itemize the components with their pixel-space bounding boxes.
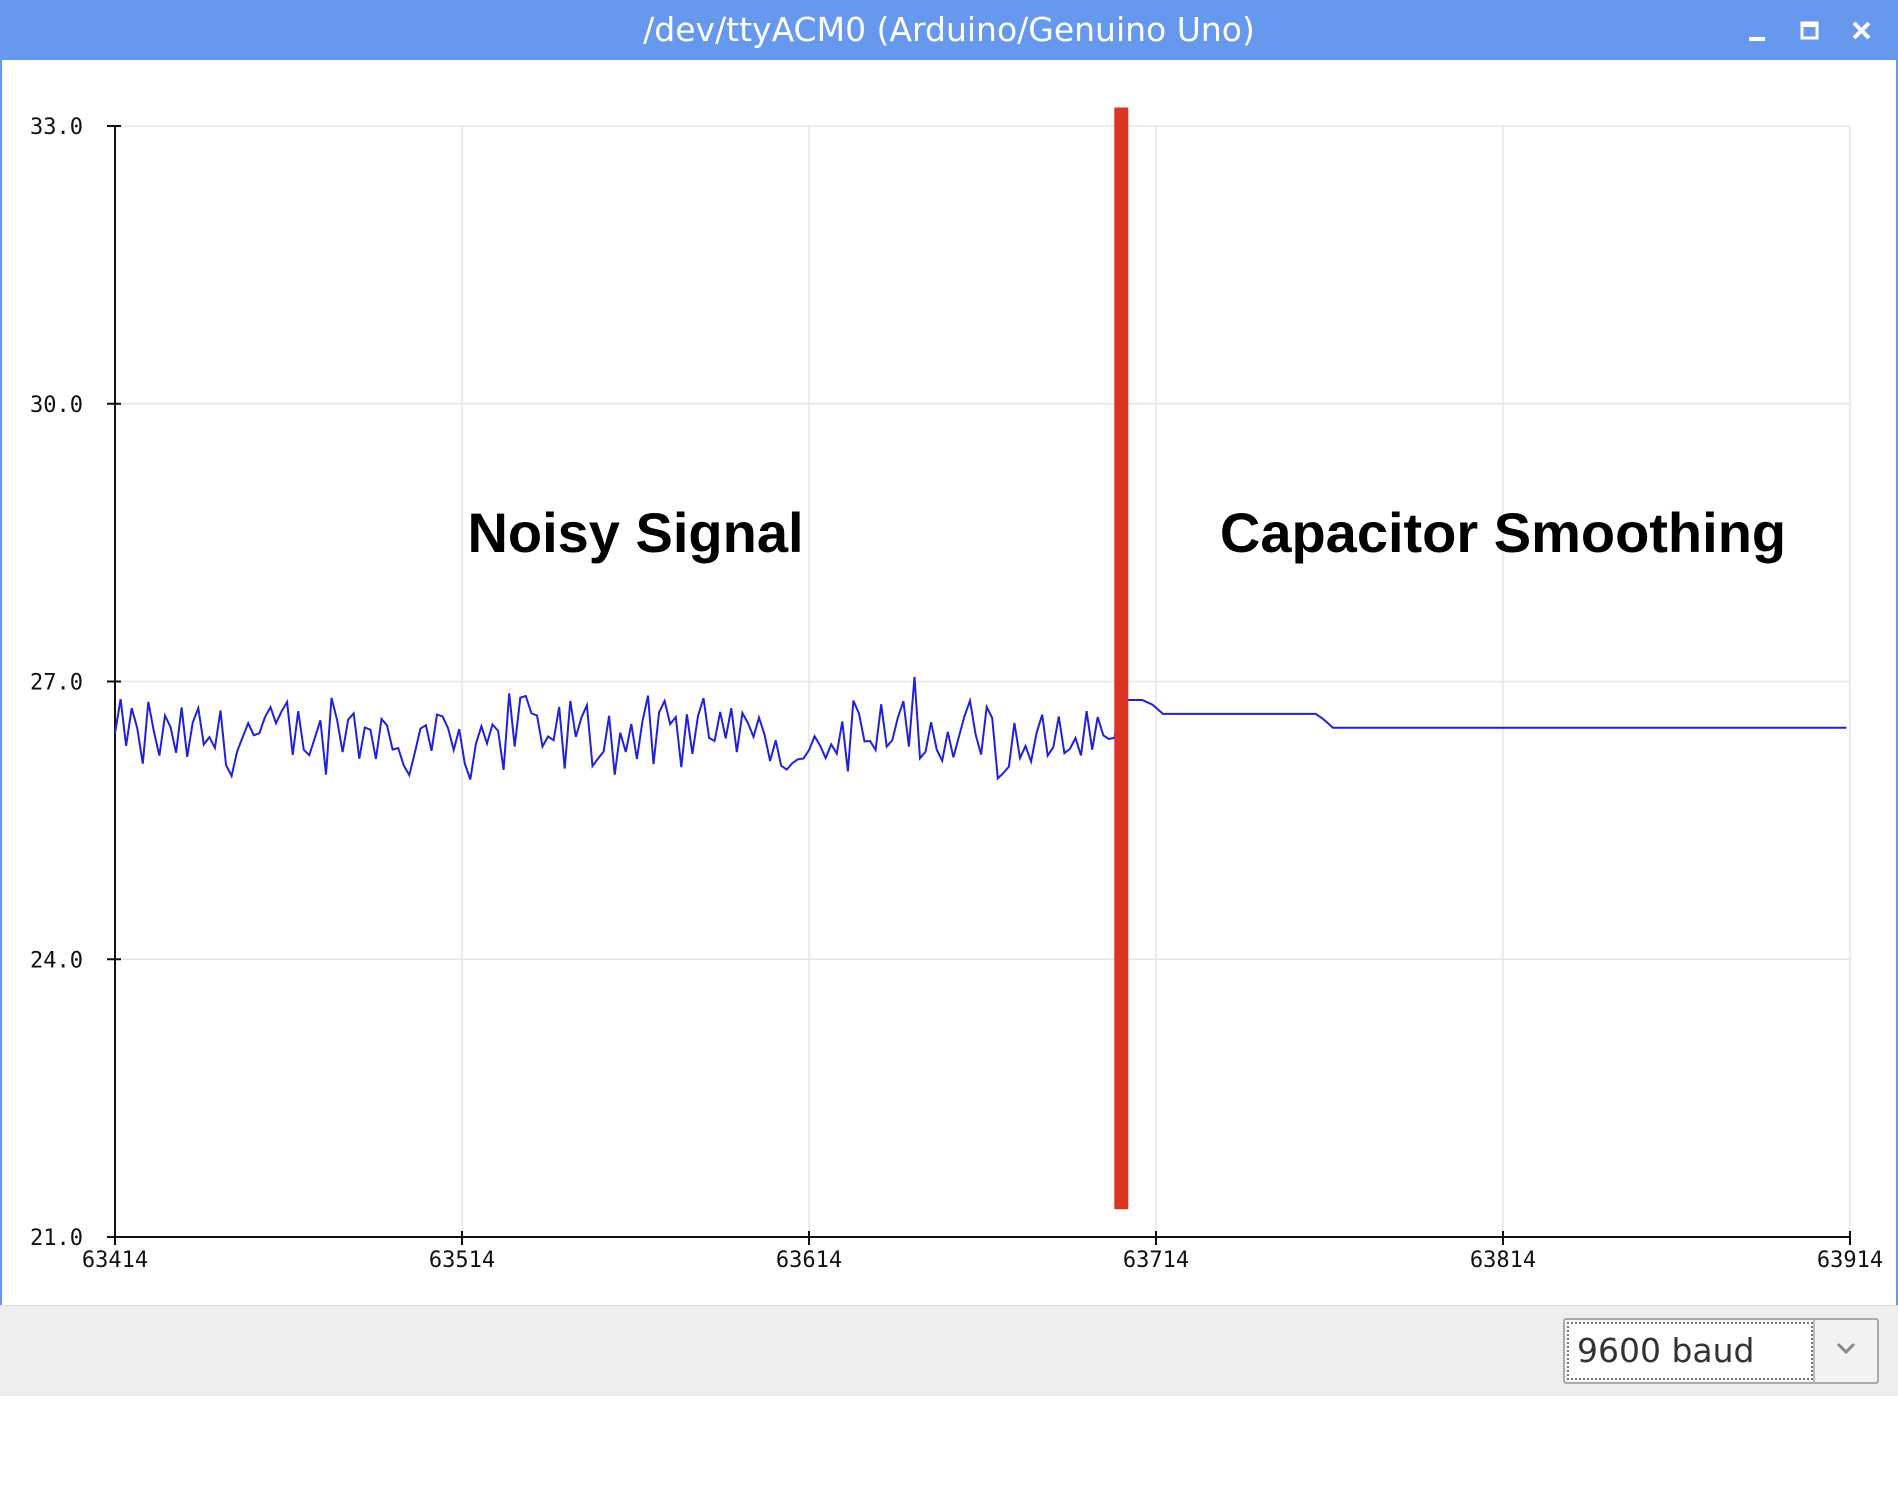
serial-plotter-window: /dev/ttyACM0 (Arduino/Genuino Uno) 33.0 3… [0,0,1898,1396]
close-icon[interactable] [1842,10,1882,50]
series-smooth-line [1121,699,1847,729]
annotation-0: Noisy Signal [467,501,803,564]
x-tick-label-3: 63714 [1123,1248,1189,1273]
x-tick-label-2: 63614 [776,1248,842,1273]
y-tick-label-4: 21.0 [30,1226,83,1251]
x-tick-label-5: 63914 [1817,1248,1883,1273]
chevron-down-icon[interactable] [1813,1320,1877,1382]
plot-area: 33.0 30.0 27.0 24.0 21.0 63414 63514 63614 63714… [2,60,1896,1305]
baud-rate-select[interactable]: 9600 baud [1563,1318,1879,1384]
x-tick-label-4: 63814 [1470,1248,1536,1273]
footer-bar: 9600 baud [0,1305,1898,1396]
series-noisy-line [114,676,1121,781]
window-border-left [0,60,2,1395]
annotation-1: Capacitor Smoothing [1220,501,1786,564]
x-tick-label-1: 63514 [429,1248,495,1273]
minimize-icon[interactable] [1738,10,1778,50]
baud-rate-value[interactable]: 9600 baud [1567,1322,1813,1380]
y-tick-label-3: 24.0 [30,948,83,973]
window-title: /dev/ttyACM0 (Arduino/Genuino Uno) [643,10,1255,49]
y-tick-label-1: 30.0 [30,393,83,418]
y-tick-label-2: 27.0 [30,671,83,696]
maximize-icon[interactable] [1790,10,1830,50]
x-tick-label-0: 63414 [82,1248,148,1273]
y-tick-label-0: 33.0 [30,115,83,140]
window-border-right [1896,60,1898,1395]
title-bar[interactable]: /dev/ttyACM0 (Arduino/Genuino Uno) [0,0,1898,60]
